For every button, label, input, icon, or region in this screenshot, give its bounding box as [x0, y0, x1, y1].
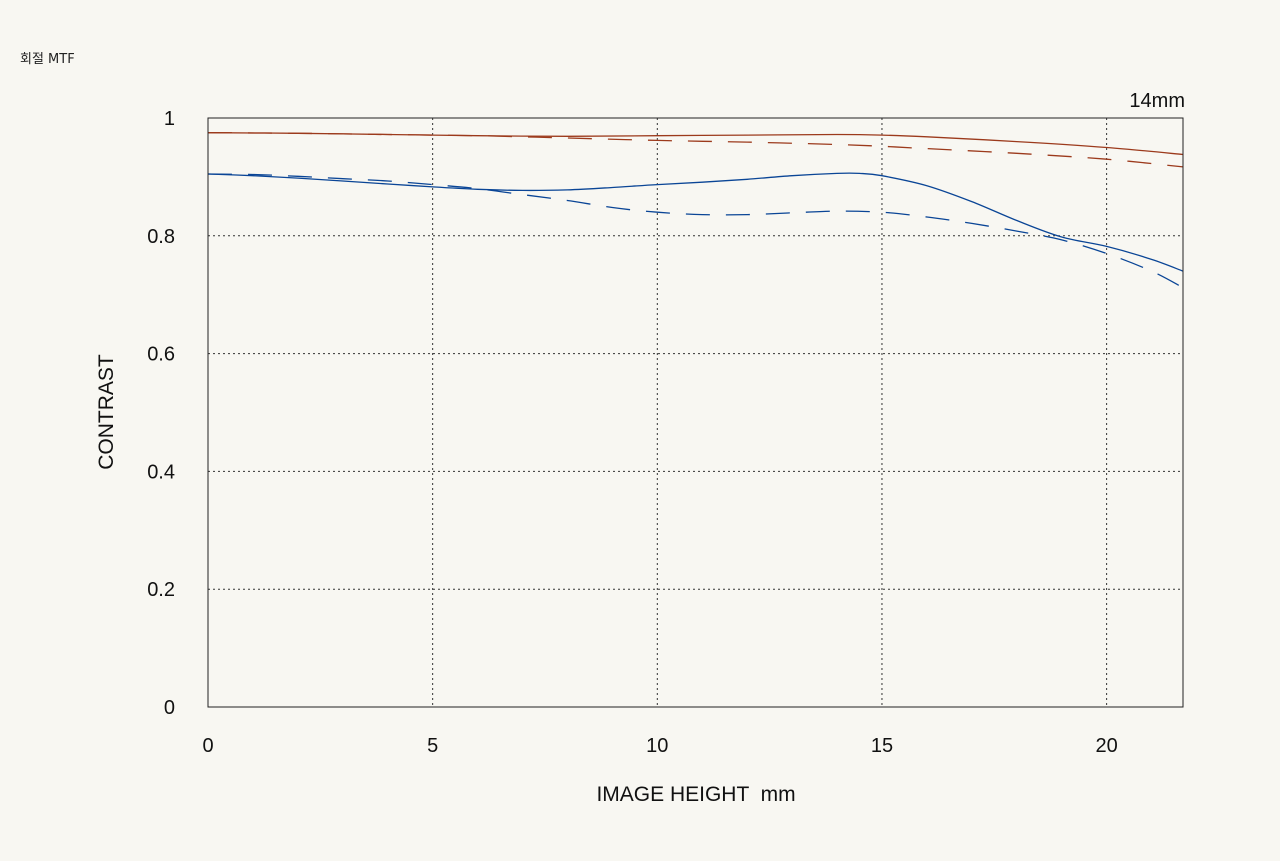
y-tick-label: 0.2	[147, 579, 175, 601]
x-tick-label: 20	[1095, 735, 1117, 757]
x-tick-label: 10	[646, 735, 668, 757]
chart-title: 14mm	[1129, 90, 1185, 112]
plot-frame	[207, 117, 1184, 708]
x-tick-label: 0	[202, 735, 213, 757]
y-tick-labels: 0 0.2 0.4 0.6 0.8 1	[147, 108, 175, 719]
y-tick-label: 0.8	[147, 226, 175, 248]
y-tick-label: 0.6	[147, 344, 175, 366]
series-lines	[207, 132, 1184, 289]
y-tick-label: 0.4	[147, 461, 175, 483]
x-tick-label: 5	[427, 735, 438, 757]
solid-mtf-line-brown	[207, 132, 1184, 156]
y-tick-label: 1	[164, 108, 175, 130]
y-axis-label: CONTRAST	[95, 354, 118, 470]
solid-mtf-line-blue	[207, 172, 1184, 272]
x-axis-label: IMAGE HEIGHT mm	[596, 783, 795, 806]
dashed-mtf-line-blue	[207, 173, 1184, 289]
dashed-mtf-line-brown	[207, 132, 1184, 168]
x-tick-label: 15	[871, 735, 893, 757]
x-tick-labels: 0 5 10 15 20	[202, 735, 1117, 757]
page-title: 회절 MTF	[20, 52, 75, 67]
grid-lines	[208, 118, 1183, 707]
y-tick-label: 0	[164, 697, 175, 719]
